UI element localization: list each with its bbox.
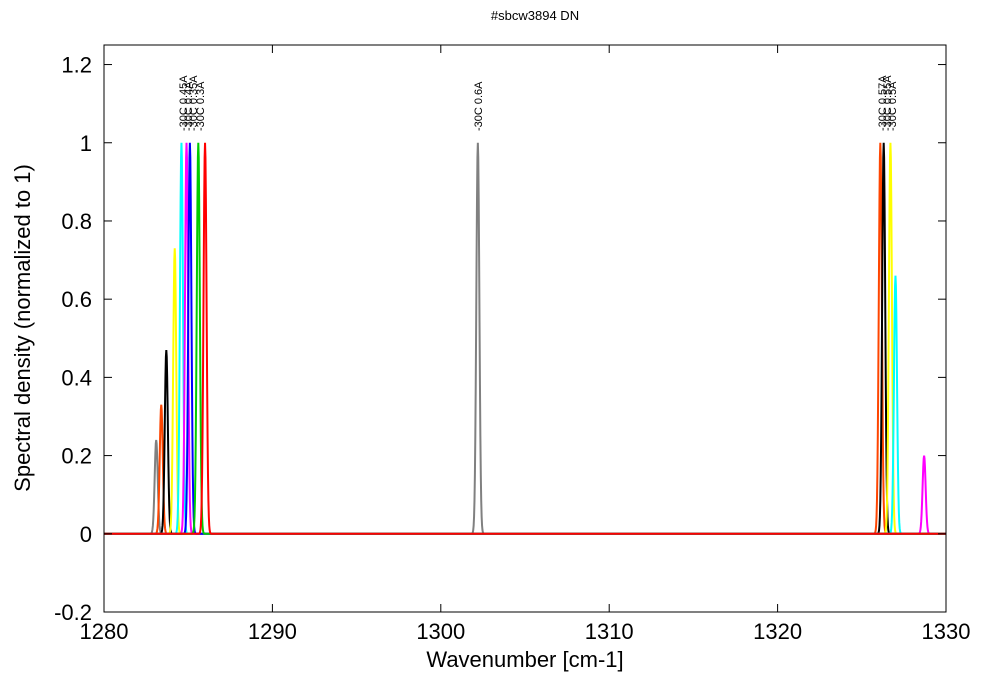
y-tick-label: 1.2	[61, 53, 92, 78]
chart-title: #sbcw3894 DN	[491, 8, 579, 23]
y-axis: -0.2 0 0.2 0.4 0.6 0.8 1 1.2	[54, 53, 946, 625]
x-axis-label: Wavenumber [cm-1]	[426, 647, 623, 672]
peak-labels: -30C 0.45A-30C 0.4A-30C 0.35A-30C 0.3A -3…	[178, 75, 899, 131]
spectrum-series-1	[104, 142, 946, 535]
peak-label: -30C 0.4A	[183, 81, 195, 131]
peak-label: -30C 0.35A	[188, 75, 200, 131]
spectrum-series-6	[104, 142, 946, 535]
spectrum-series-5	[104, 142, 946, 535]
y-tick-label: 1	[80, 131, 92, 156]
peak-label: -30C 0.55A	[882, 75, 894, 131]
plot-area	[104, 142, 946, 535]
y-tick-label: 0	[80, 522, 92, 547]
peak-label: -30C 0.5A	[887, 81, 899, 131]
spectrum-series-7	[104, 142, 946, 535]
spectrum-series-2	[104, 142, 946, 535]
spectrum-series-3	[104, 142, 946, 535]
spectrum-series-4	[104, 142, 946, 535]
x-tick-label: 1300	[416, 619, 465, 644]
y-tick-label: -0.2	[54, 600, 92, 625]
peak-label: -30C 0.45A	[178, 75, 190, 131]
x-tick-label: 1310	[585, 619, 634, 644]
peak-label: -30C 0.57A	[877, 75, 889, 131]
y-axis-label: Spectral density (normalized to 1)	[10, 164, 35, 492]
plot-frame	[103, 44, 947, 613]
peak-label: -30C 0.6A	[473, 81, 485, 131]
y-tick-label: 0.8	[61, 209, 92, 234]
x-axis: 1280 1290 1300 1310 1320 1330	[80, 45, 971, 644]
peak-label: -30C 0.3A	[195, 81, 207, 131]
x-tick-label: 1320	[753, 619, 802, 644]
y-tick-label: 0.4	[61, 365, 92, 390]
y-tick-label: 0.6	[61, 287, 92, 312]
x-tick-label: 1290	[248, 619, 297, 644]
y-tick-label: 0.2	[61, 444, 92, 469]
spectrum-series-9	[104, 142, 946, 535]
x-tick-label: 1330	[922, 619, 971, 644]
spectrum-series-8	[104, 142, 946, 535]
x-tick-label: 1280	[80, 619, 129, 644]
